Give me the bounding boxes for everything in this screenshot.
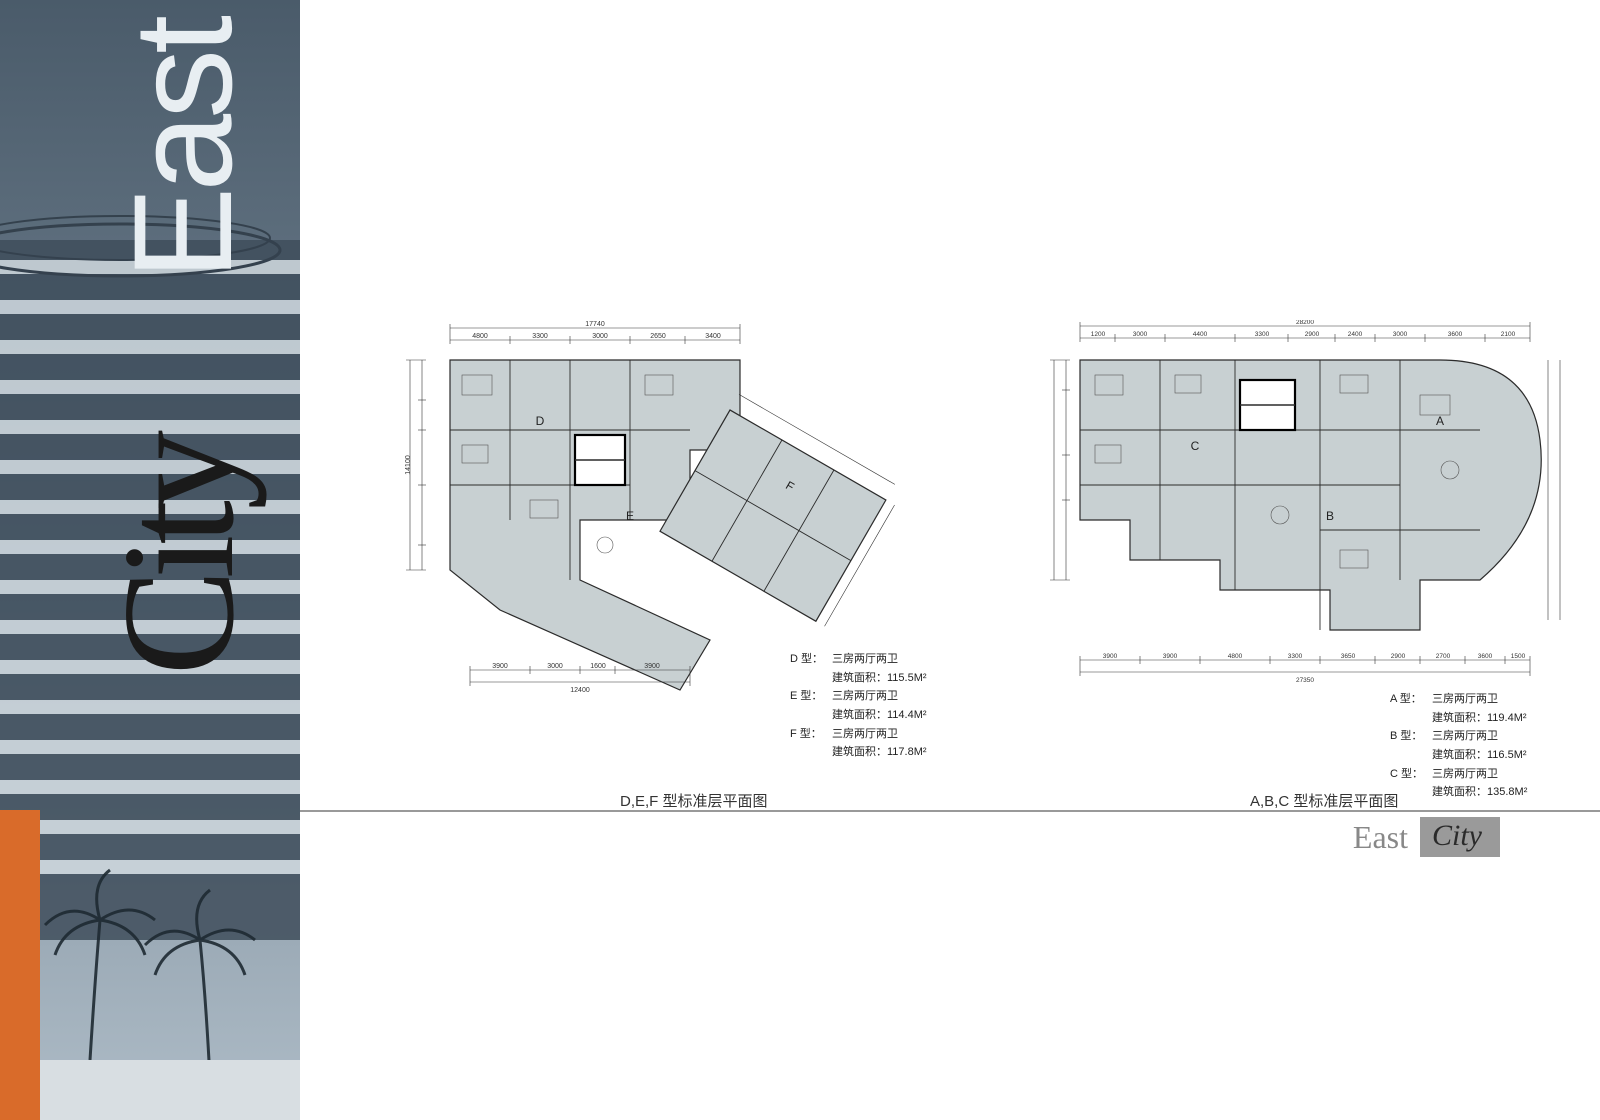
sidebar-title-city: City: [110, 440, 246, 676]
svg-text:4800: 4800: [472, 333, 488, 340]
svg-text:3900: 3900: [1103, 653, 1118, 660]
svg-text:4800: 4800: [1228, 653, 1243, 660]
svg-text:3900: 3900: [1163, 653, 1178, 660]
svg-text:A: A: [1436, 414, 1444, 428]
footer-east-text: East: [1353, 819, 1420, 856]
svg-text:2900: 2900: [1391, 653, 1406, 660]
svg-text:3600: 3600: [1478, 653, 1493, 660]
svg-text:3300: 3300: [1255, 331, 1270, 338]
svg-text:E: E: [626, 509, 634, 523]
svg-text:3900: 3900: [644, 663, 660, 670]
svg-text:4400: 4400: [1193, 331, 1208, 338]
horizontal-divider: [300, 810, 1600, 812]
legend-row: C 型：三房两厅两卫建筑面积：135.8M²: [1390, 765, 1527, 802]
svg-text:2400: 2400: [1348, 331, 1363, 338]
svg-text:3000: 3000: [1393, 331, 1408, 338]
svg-text:3000: 3000: [1133, 331, 1148, 338]
svg-text:3300: 3300: [532, 333, 548, 340]
svg-text:28200: 28200: [1296, 320, 1314, 326]
svg-text:3400: 3400: [705, 333, 721, 340]
svg-text:1500: 1500: [1511, 653, 1526, 660]
footer-logo: East City: [1353, 818, 1500, 856]
legend-row: F 型：三房两厅两卫建筑面积：117.8M²: [790, 725, 927, 762]
orange-accent-bar: [0, 810, 40, 1120]
svg-text:2100: 2100: [1501, 331, 1516, 338]
caption-def: D,E,F 型标准层平面图: [620, 790, 768, 811]
svg-text:3000: 3000: [592, 333, 608, 340]
svg-text:D: D: [536, 414, 545, 428]
legend-row: E 型：三房两厅两卫建筑面积：114.4M²: [790, 687, 927, 724]
svg-text:2700: 2700: [1436, 653, 1451, 660]
legend-row: B 型：三房两厅两卫建筑面积：116.5M²: [1390, 727, 1527, 764]
svg-text:3000: 3000: [547, 663, 563, 670]
floorplan-abc-svg: 28200 1200 3000 4400 3300 2900 2400 3000…: [1020, 320, 1580, 720]
sidebar-title-east: East: [120, 20, 246, 280]
svg-text:B: B: [1326, 509, 1334, 523]
svg-text:C: C: [1191, 439, 1200, 453]
footer-city-text: City: [1420, 817, 1500, 857]
floorplan-abc: 28200 1200 3000 4400 3300 2900 2400 3000…: [1020, 320, 1580, 720]
svg-text:3650: 3650: [1341, 653, 1356, 660]
svg-text:3600: 3600: [1448, 331, 1463, 338]
legend-def: D 型：三房两厅两卫建筑面积：115.5M² E 型：三房两厅两卫建筑面积：11…: [790, 650, 927, 762]
svg-text:14100: 14100: [405, 455, 412, 475]
caption-abc: A,B,C 型标准层平面图: [1250, 790, 1398, 811]
svg-text:27350: 27350: [1296, 677, 1314, 684]
svg-text:2900: 2900: [1305, 331, 1320, 338]
svg-text:2650: 2650: [650, 333, 666, 340]
svg-text:3900: 3900: [492, 663, 508, 670]
legend-abc: A 型：三房两厅两卫建筑面积：119.4M² B 型：三房两厅两卫建筑面积：11…: [1390, 690, 1527, 802]
sidebar: East City: [0, 0, 300, 1120]
legend-row: D 型：三房两厅两卫建筑面积：115.5M²: [790, 650, 927, 687]
svg-text:12400: 12400: [570, 687, 590, 694]
svg-text:3300: 3300: [1288, 653, 1303, 660]
main-content: 17740 4800 3300 3000 2650 3400 14100: [300, 0, 1600, 1120]
legend-row: A 型：三房两厅两卫建筑面积：119.4M²: [1390, 690, 1527, 727]
svg-text:1200: 1200: [1091, 331, 1106, 338]
svg-text:1600: 1600: [590, 663, 606, 670]
svg-text:17740: 17740: [585, 321, 605, 328]
